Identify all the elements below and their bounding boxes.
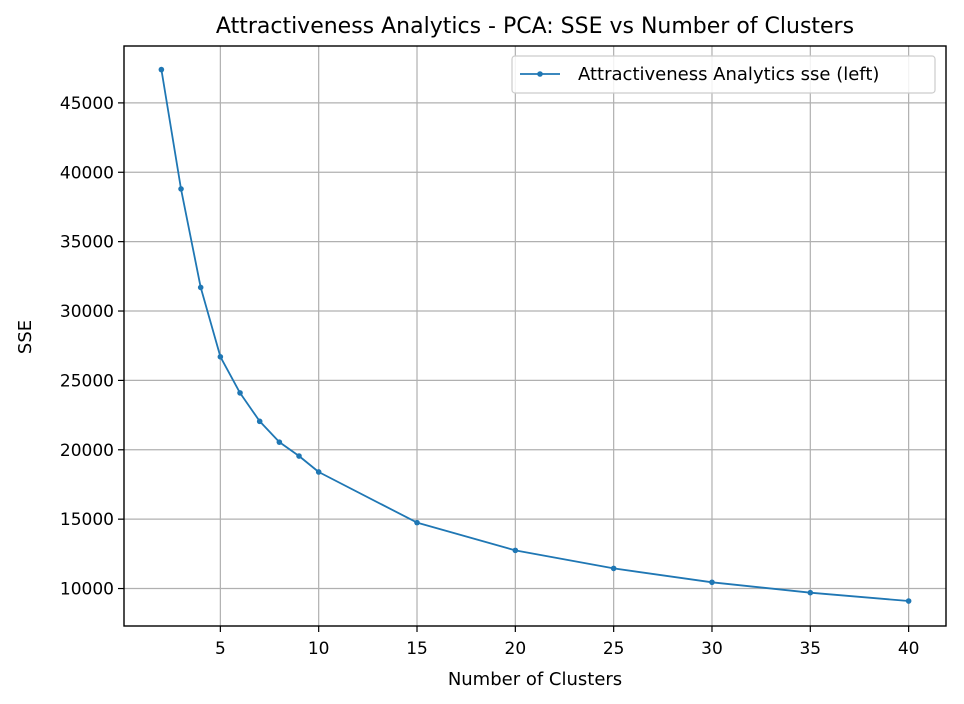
- legend-series-marker: [537, 71, 543, 77]
- y-tick-label: 45000: [60, 94, 114, 114]
- y-tick-label: 10000: [60, 580, 114, 600]
- data-point: [198, 285, 204, 291]
- x-tick-label: 10: [308, 639, 330, 659]
- y-tick-label: 15000: [60, 510, 114, 530]
- data-point: [296, 453, 302, 459]
- legend-series-label: Attractiveness Analytics sse (left): [578, 64, 879, 85]
- y-tick-label: 25000: [60, 371, 114, 391]
- data-point: [159, 67, 165, 73]
- x-tick-label: 40: [898, 639, 920, 659]
- legend: Attractiveness Analytics sse (left): [512, 56, 935, 93]
- data-point: [237, 390, 243, 396]
- x-tick-label: 35: [799, 639, 821, 659]
- data-point: [513, 548, 519, 554]
- chart-title: Attractiveness Analytics - PCA: SSE vs N…: [216, 14, 854, 39]
- data-point: [709, 579, 715, 585]
- data-point: [808, 590, 814, 596]
- x-tick-label: 20: [505, 639, 527, 659]
- data-point: [218, 354, 224, 360]
- data-point: [611, 566, 617, 572]
- x-tick-label: 5: [215, 639, 226, 659]
- data-point: [316, 469, 322, 475]
- y-tick-label: 40000: [60, 163, 114, 183]
- data-point: [906, 598, 912, 604]
- y-tick-label: 20000: [60, 441, 114, 461]
- x-tick-label: 25: [603, 639, 625, 659]
- y-tick-label: 35000: [60, 233, 114, 253]
- data-point: [178, 186, 184, 192]
- data-point: [414, 520, 420, 526]
- y-tick-label: 30000: [60, 302, 114, 322]
- y-axis-label: SSE: [15, 320, 36, 354]
- x-axis-label: Number of Clusters: [448, 669, 622, 690]
- x-tick-label: 30: [701, 639, 723, 659]
- data-point: [277, 439, 283, 445]
- x-tick-label: 15: [406, 639, 428, 659]
- data-point: [257, 419, 263, 425]
